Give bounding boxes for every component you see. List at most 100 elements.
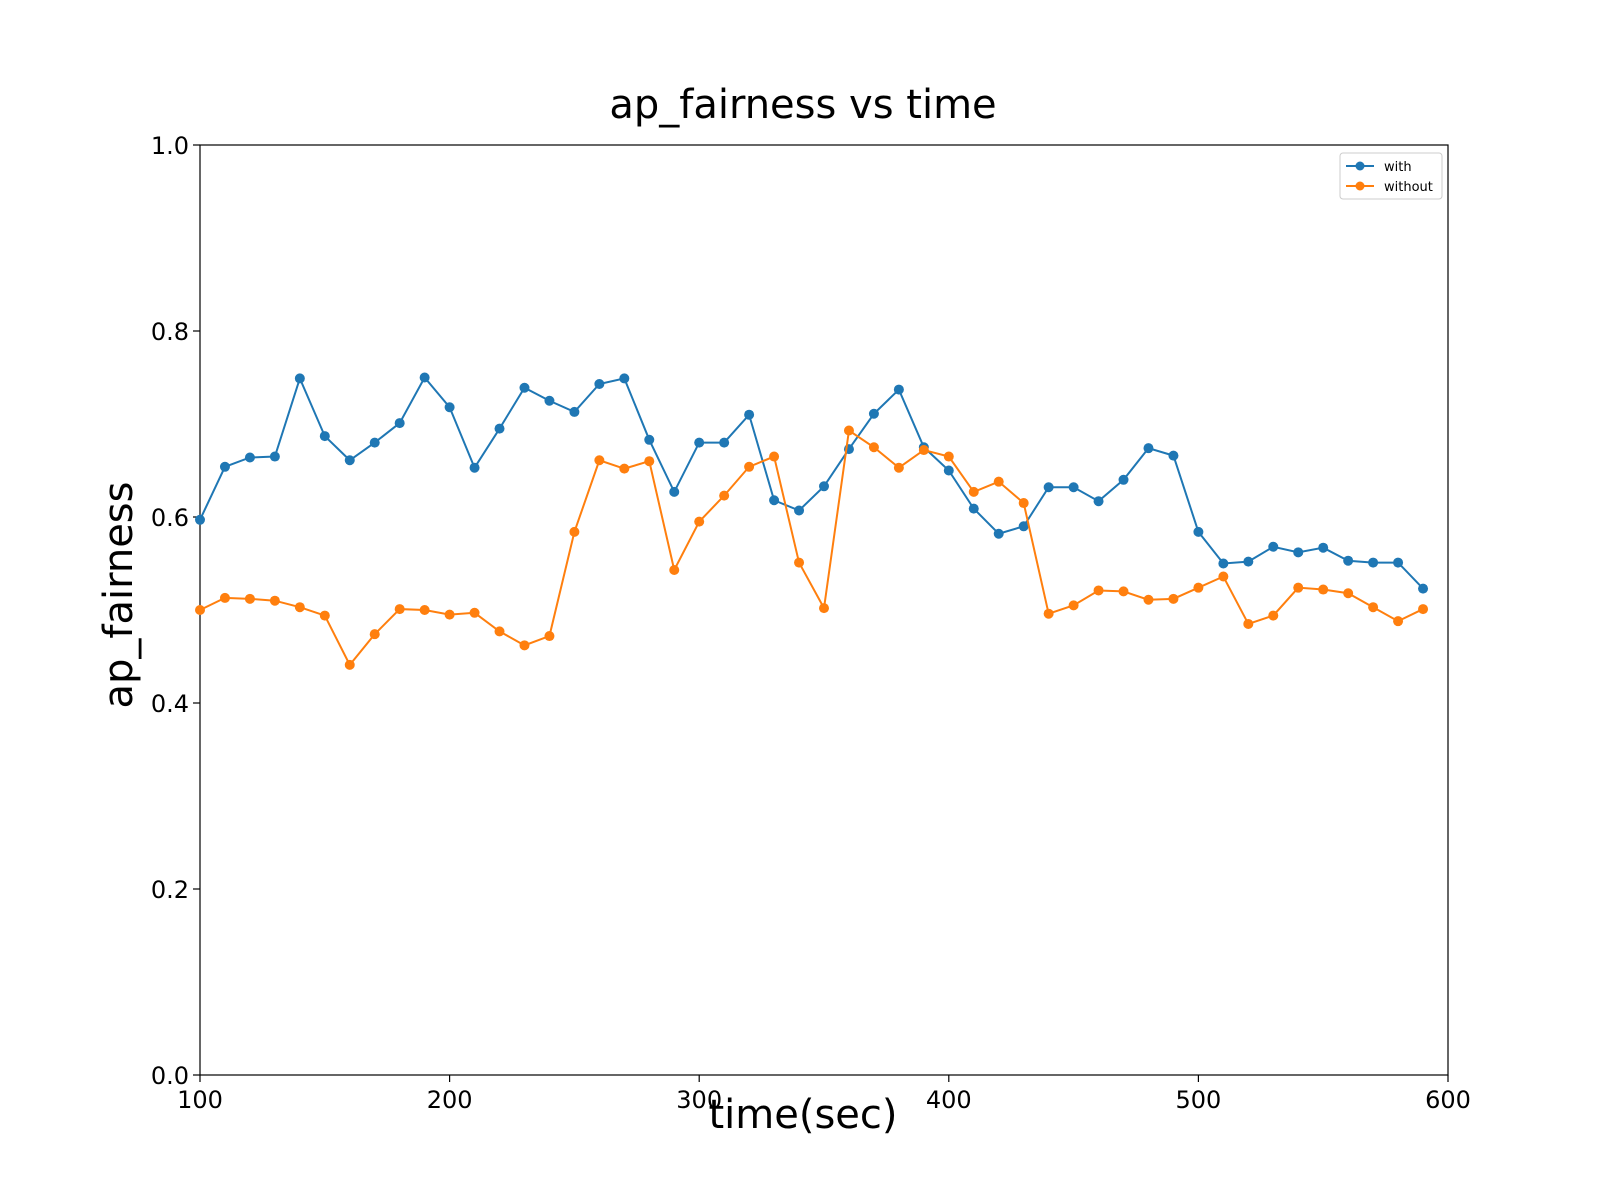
data-point-with xyxy=(444,402,455,413)
data-point-with xyxy=(319,431,330,442)
data-point-without xyxy=(1018,498,1029,509)
x-tick-label: 500 xyxy=(1175,1086,1221,1114)
data-point-with xyxy=(544,395,555,406)
data-point-with xyxy=(943,465,954,476)
data-point-without xyxy=(843,425,854,436)
data-point-without xyxy=(1243,618,1254,629)
data-point-with xyxy=(469,462,480,473)
data-point-without xyxy=(544,631,555,642)
data-point-with xyxy=(1043,482,1054,493)
data-point-without xyxy=(1143,594,1154,605)
data-point-without xyxy=(269,595,280,606)
data-point-with xyxy=(569,406,580,417)
data-point-without xyxy=(594,455,605,466)
data-point-with xyxy=(719,437,730,448)
data-point-with xyxy=(494,423,505,434)
data-point-without xyxy=(993,476,1004,487)
data-point-without xyxy=(1318,584,1329,595)
data-point-with xyxy=(893,384,904,395)
data-point-without xyxy=(1368,602,1379,613)
data-point-with xyxy=(1193,526,1204,537)
data-point-without xyxy=(1343,588,1354,599)
y-tick-label: 0.2 xyxy=(151,876,189,904)
data-point-with xyxy=(269,451,280,462)
x-tick-label: 400 xyxy=(926,1086,972,1114)
data-point-with xyxy=(294,373,305,384)
data-point-with xyxy=(769,495,780,506)
data-point-without xyxy=(893,462,904,473)
data-point-without xyxy=(794,557,805,568)
data-point-without xyxy=(669,565,680,576)
data-point-without xyxy=(369,629,380,640)
data-point-without xyxy=(694,516,705,527)
data-point-with xyxy=(1293,547,1304,558)
y-tick-label: 0.4 xyxy=(151,690,189,718)
data-point-with xyxy=(1343,555,1354,566)
data-point-with xyxy=(1393,557,1404,568)
y-tick-label: 0.0 xyxy=(151,1062,189,1090)
data-point-with xyxy=(219,461,230,472)
data-point-with xyxy=(594,379,605,390)
data-point-with xyxy=(344,455,355,466)
data-point-with xyxy=(519,382,530,393)
data-point-with xyxy=(369,437,380,448)
data-point-without xyxy=(1068,600,1079,611)
legend-box xyxy=(1339,152,1443,200)
data-point-without xyxy=(444,609,455,620)
data-point-without xyxy=(494,626,505,637)
data-point-with xyxy=(419,372,430,383)
y-tick-label: 1.0 xyxy=(151,132,189,160)
data-point-with xyxy=(644,434,655,445)
data-point-with xyxy=(968,503,979,514)
x-tick-label: 200 xyxy=(427,1086,473,1114)
data-point-without xyxy=(1418,604,1429,615)
data-point-without xyxy=(394,604,405,615)
data-point-with xyxy=(669,486,680,497)
data-point-without xyxy=(344,659,355,670)
data-point-with xyxy=(1418,583,1429,594)
data-point-without xyxy=(195,605,205,615)
data-point-with xyxy=(1368,557,1379,568)
x-tick-label: 300 xyxy=(676,1086,722,1114)
data-point-without xyxy=(769,451,780,462)
data-point-without xyxy=(519,640,530,651)
data-point-without xyxy=(1393,616,1404,627)
data-point-without xyxy=(219,592,230,603)
data-point-with xyxy=(744,409,755,420)
data-point-with xyxy=(1143,443,1154,454)
data-point-with xyxy=(1268,541,1279,552)
data-point-with xyxy=(1218,558,1229,569)
data-point-without xyxy=(1043,608,1054,619)
y-tick-label: 0.8 xyxy=(151,318,189,346)
data-point-with xyxy=(619,373,630,384)
legend-marker-without xyxy=(1355,181,1365,191)
x-tick-label: 100 xyxy=(177,1086,223,1114)
data-point-without xyxy=(918,445,929,456)
data-point-without xyxy=(419,605,430,615)
legend-marker-with xyxy=(1355,161,1365,171)
data-point-without xyxy=(1218,571,1229,582)
data-point-with xyxy=(1018,521,1029,532)
data-point-without xyxy=(569,526,580,537)
data-point-with xyxy=(993,528,1004,539)
data-point-without xyxy=(244,593,255,604)
data-point-without xyxy=(1093,585,1104,596)
data-point-without xyxy=(968,486,979,497)
y-tick-label: 0.6 xyxy=(151,504,189,532)
data-point-without xyxy=(294,602,305,613)
data-point-without xyxy=(619,463,630,474)
chart-title: ap_fairness vs time xyxy=(609,82,996,128)
data-point-without xyxy=(943,451,954,462)
data-point-without xyxy=(819,603,829,614)
x-tick-label: 600 xyxy=(1425,1086,1471,1114)
data-point-with xyxy=(819,481,829,492)
data-point-without xyxy=(1118,586,1129,597)
data-point-without xyxy=(1293,582,1304,593)
data-point-with xyxy=(1168,450,1179,461)
data-point-without xyxy=(744,461,755,472)
data-point-without xyxy=(1168,593,1179,604)
data-point-with xyxy=(1068,482,1079,493)
legend-label-with: with xyxy=(1384,160,1412,175)
data-point-without xyxy=(644,456,655,467)
legend-label-without: without xyxy=(1384,180,1433,195)
